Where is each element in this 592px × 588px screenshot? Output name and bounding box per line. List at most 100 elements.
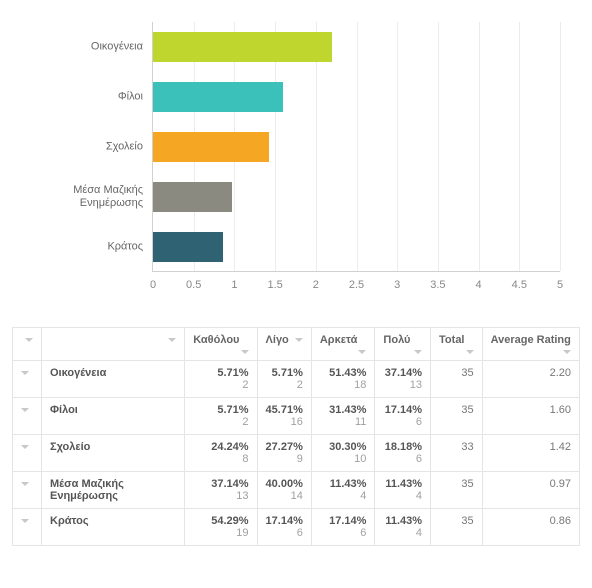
count-value: 18: [320, 379, 367, 391]
header-col-4[interactable]: Πολύ: [375, 328, 431, 361]
total-cell: 35: [431, 398, 483, 435]
x-tick-label: 0.5: [186, 279, 201, 291]
header-label: Καθόλου: [193, 334, 239, 346]
count-value: 2: [193, 416, 248, 428]
count-value: 11: [320, 416, 367, 428]
bar[interactable]: [153, 82, 283, 112]
header-col-3[interactable]: Αρκετά: [311, 328, 375, 361]
percent-value: 17.14%: [383, 404, 422, 416]
count-value: 6: [383, 453, 422, 465]
row-expand-cell[interactable]: [13, 509, 42, 546]
bar-chart: 00.511.522.533.544.55ΟικογένειαΦίλοιΣχολ…: [12, 12, 580, 302]
header-label: Total: [439, 334, 464, 346]
percent-value: 24.24%: [193, 441, 248, 453]
count-value: 2: [193, 379, 248, 391]
value-cell: 51.43%18: [311, 361, 375, 398]
percent-value: 11.43%: [320, 478, 367, 490]
bar-row: Μέσα Μαζικής Ενημέρωσης: [153, 182, 560, 212]
row-expand-cell[interactable]: [13, 398, 42, 435]
count-value: 13: [383, 379, 422, 391]
category-cell: Φίλοι: [42, 398, 185, 435]
average-cell: 1.42: [482, 435, 579, 472]
category-cell: Μέσα Μαζικής Ενημέρωσης: [42, 472, 185, 509]
total-cell: 35: [431, 361, 483, 398]
sort-icon: [358, 350, 366, 354]
value-cell: 11.43%4: [311, 472, 375, 509]
bar[interactable]: [153, 182, 232, 212]
chevron-down-icon: [21, 445, 29, 449]
sort-icon: [466, 350, 474, 354]
table-row: Φίλοι5.71%245.71%1631.43%1117.14%6351.60: [13, 398, 580, 435]
gridline: [560, 22, 561, 271]
value-cell: 5.71%2: [185, 361, 257, 398]
count-value: 6: [383, 416, 422, 428]
bar-row: Κράτος: [153, 232, 560, 262]
count-value: 2: [266, 379, 303, 391]
data-table: Καθόλου Λίγο Αρκετά Πολύ Total Average R…: [12, 327, 580, 546]
header-blank-1[interactable]: [13, 328, 42, 361]
value-cell: 30.30%10: [311, 435, 375, 472]
table-row: Σχολείο24.24%827.27%930.30%1018.18%6331.…: [13, 435, 580, 472]
x-tick-label: 3.5: [430, 279, 445, 291]
percent-value: 5.71%: [193, 367, 248, 379]
percent-value: 45.71%: [266, 404, 303, 416]
row-expand-cell[interactable]: [13, 361, 42, 398]
percent-value: 40.00%: [266, 478, 303, 490]
x-tick-label: 0: [150, 279, 156, 291]
count-value: 4: [383, 490, 422, 502]
sort-icon: [168, 338, 176, 342]
row-expand-cell[interactable]: [13, 472, 42, 509]
row-expand-cell[interactable]: [13, 435, 42, 472]
percent-value: 18.18%: [383, 441, 422, 453]
y-axis-label: Σχολείο: [23, 140, 143, 153]
category-cell: Οικογένεια: [42, 361, 185, 398]
table-row: Κράτος54.29%1917.14%617.14%611.43%4350.8…: [13, 509, 580, 546]
sort-icon: [563, 350, 571, 354]
percent-value: 11.43%: [383, 515, 422, 527]
header-label: Αρκετά: [320, 334, 357, 346]
percent-value: 30.30%: [320, 441, 367, 453]
bar-row: Οικογένεια: [153, 32, 560, 62]
x-tick-label: 1: [231, 279, 237, 291]
value-cell: 5.71%2: [257, 361, 311, 398]
header-label: Average Rating: [491, 334, 571, 346]
header-total[interactable]: Total: [431, 328, 483, 361]
header-avg[interactable]: Average Rating: [482, 328, 579, 361]
category-cell: Σχολείο: [42, 435, 185, 472]
bar[interactable]: [153, 132, 269, 162]
bar[interactable]: [153, 32, 332, 62]
average-cell: 0.86: [482, 509, 579, 546]
value-cell: 17.14%6: [375, 398, 431, 435]
value-cell: 45.71%16: [257, 398, 311, 435]
count-value: 6: [266, 527, 303, 539]
header-col-1[interactable]: Καθόλου: [185, 328, 257, 361]
header-label: Λίγο: [266, 334, 289, 346]
bar[interactable]: [153, 232, 223, 262]
percent-value: 5.71%: [193, 404, 248, 416]
count-value: 4: [383, 527, 422, 539]
count-value: 16: [266, 416, 303, 428]
percent-value: 11.43%: [383, 478, 422, 490]
value-cell: 37.14%13: [185, 472, 257, 509]
chart-plot-area: 00.511.522.533.544.55ΟικογένειαΦίλοιΣχολ…: [152, 22, 560, 272]
x-tick-label: 1.5: [267, 279, 282, 291]
header-blank-2[interactable]: [42, 328, 185, 361]
x-tick-label: 2: [313, 279, 319, 291]
value-cell: 11.43%4: [375, 509, 431, 546]
count-value: 14: [266, 490, 303, 502]
count-value: 9: [266, 453, 303, 465]
count-value: 4: [320, 490, 367, 502]
chevron-down-icon: [21, 408, 29, 412]
header-col-2[interactable]: Λίγο: [257, 328, 311, 361]
total-cell: 35: [431, 472, 483, 509]
value-cell: 11.43%4: [375, 472, 431, 509]
value-cell: 37.14%13: [375, 361, 431, 398]
percent-value: 17.14%: [320, 515, 367, 527]
total-cell: 33: [431, 435, 483, 472]
table-header-row: Καθόλου Λίγο Αρκετά Πολύ Total Average R…: [13, 328, 580, 361]
count-value: 13: [193, 490, 248, 502]
average-cell: 1.60: [482, 398, 579, 435]
x-tick-label: 4: [476, 279, 482, 291]
value-cell: 40.00%14: [257, 472, 311, 509]
sort-icon: [241, 350, 249, 354]
